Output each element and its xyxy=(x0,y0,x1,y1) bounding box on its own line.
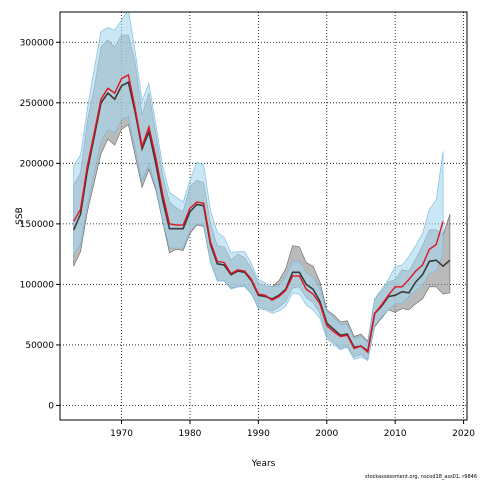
x-tick-label: 1990 xyxy=(247,429,270,439)
y-tick-label: 300000 xyxy=(20,38,55,48)
y-axis-label: SSB xyxy=(15,207,25,225)
y-axis: 0 50000 100000 150000 200000 250000 300000 xyxy=(20,38,60,411)
y-tick-label: 50000 xyxy=(25,341,54,351)
band-blue xyxy=(73,12,444,362)
y-tick-label: 0 xyxy=(48,401,54,411)
confidence-bands xyxy=(73,12,451,362)
series-lines xyxy=(72,73,451,354)
x-tick-label: 2010 xyxy=(384,429,407,439)
y-tick-label: 250000 xyxy=(20,99,55,109)
y-tick-label: 200000 xyxy=(20,159,55,169)
line-red xyxy=(73,73,444,354)
y-tick-label: 150000 xyxy=(20,220,55,230)
footnote: stockassessment.org, nscod18_ass01, r984… xyxy=(365,474,477,480)
x-axis-label: Years xyxy=(251,459,276,469)
plot-frame xyxy=(59,11,468,421)
grid xyxy=(60,12,467,420)
x-tick-label: 1970 xyxy=(110,429,133,439)
x-tick-label: 2000 xyxy=(315,429,338,439)
x-tick-label: 2020 xyxy=(452,429,475,439)
y-tick-label: 100000 xyxy=(20,280,55,290)
x-axis: 1970 1980 1990 2000 2010 2020 xyxy=(110,420,475,439)
x-tick-label: 1980 xyxy=(179,429,202,439)
